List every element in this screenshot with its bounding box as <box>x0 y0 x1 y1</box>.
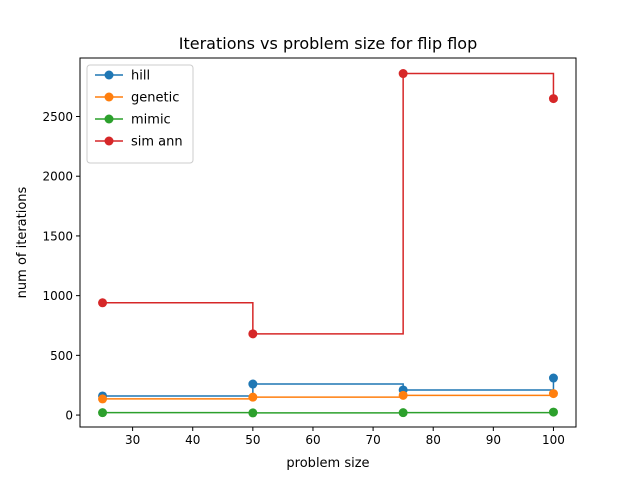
x-tick-label: 60 <box>305 433 320 447</box>
data-point-mimic <box>398 408 408 418</box>
legend-label: mimic <box>131 113 171 128</box>
x-tick-label: 50 <box>245 433 260 447</box>
x-tick-label: 40 <box>185 433 200 447</box>
y-tick-label: 1000 <box>42 289 73 303</box>
legend-box <box>86 64 194 164</box>
legend-label: hill <box>131 69 150 84</box>
data-point-hill <box>248 379 258 389</box>
data-point-genetic <box>548 389 558 399</box>
chart-title: Iterations vs problem size for flip flop <box>179 34 477 53</box>
y-axis-label: num of iterations <box>15 186 30 298</box>
y-tick-label: 500 <box>50 349 73 363</box>
x-tick-label: 80 <box>426 433 441 447</box>
x-tick-label: 70 <box>365 433 380 447</box>
data-point-sim-ann <box>248 329 258 339</box>
data-point-sim-ann <box>548 94 558 104</box>
data-point-genetic <box>398 390 408 400</box>
data-point-mimic <box>548 407 558 417</box>
y-tick-label: 0 <box>65 409 73 423</box>
series-line-mimic <box>102 411 555 414</box>
x-tick-label: 100 <box>542 433 565 447</box>
y-tick-label: 2500 <box>42 110 73 124</box>
x-axis-label: problem size <box>286 456 369 471</box>
legend-label: sim ann <box>131 135 183 150</box>
legend-label: genetic <box>131 91 179 106</box>
data-point-genetic <box>248 392 258 402</box>
y-tick-label: 1500 <box>42 229 73 243</box>
plot-frame <box>79 57 577 428</box>
data-point-mimic <box>98 408 108 418</box>
legend-marker <box>104 136 114 146</box>
legend-marker <box>104 70 114 80</box>
x-tick-label: 30 <box>125 433 140 447</box>
data-point-sim-ann <box>98 298 108 308</box>
x-tick-label: 90 <box>486 433 501 447</box>
data-point-genetic <box>98 394 108 404</box>
series-line-sim-ann <box>102 72 555 335</box>
y-tick-label: 2000 <box>42 170 73 184</box>
data-point-mimic <box>248 408 258 418</box>
data-point-hill <box>548 373 558 383</box>
legend-marker <box>104 114 114 124</box>
legend-marker <box>104 92 114 102</box>
legend: hill genetic mimic sim ann <box>86 64 194 164</box>
data-point-sim-ann <box>398 69 408 79</box>
